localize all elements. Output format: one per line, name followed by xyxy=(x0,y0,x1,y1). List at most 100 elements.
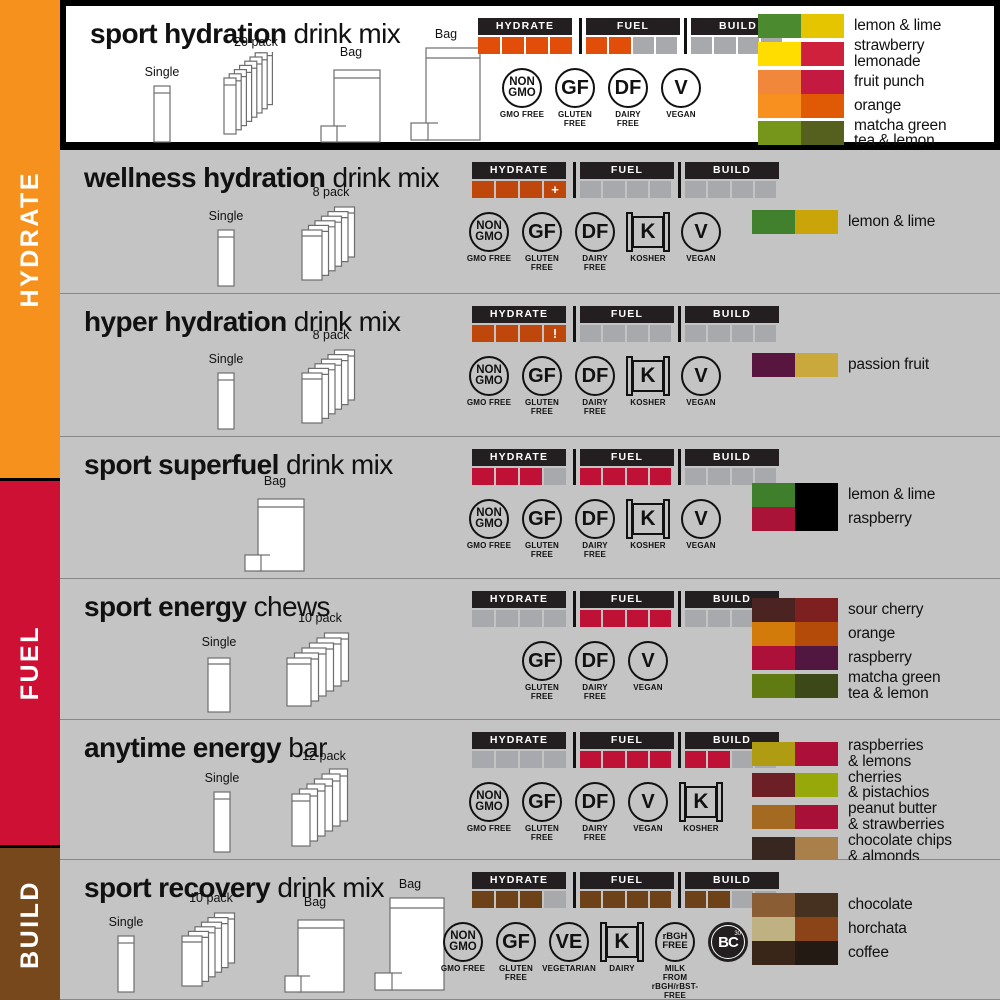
cert-caption: KOSHER xyxy=(630,254,666,263)
cert-badge[interactable]: BC 30 xyxy=(705,922,751,962)
product-row[interactable]: sport hydration drink mix Single 20 pack Ba… xyxy=(62,2,998,149)
flavor-label: sour cherry xyxy=(848,601,924,619)
flavor-swatch xyxy=(752,804,838,829)
certification-badges: GF GLUTEN FREE DF DAIRY FREE V VEGAN xyxy=(519,641,671,702)
product-name: anytime energy bar xyxy=(84,732,327,764)
cert-badge[interactable]: NON GMO GMO FREE xyxy=(466,356,512,408)
cert-badge[interactable]: NON GMO GMO FREE xyxy=(466,212,512,264)
matrix-cells-hydrate xyxy=(472,890,566,908)
package-illustration: 20 pack xyxy=(220,35,292,144)
cert-badge[interactable]: K KOSHER xyxy=(625,212,671,264)
benefit-matrix: HYDRATE FUEL BUILD xyxy=(478,18,785,54)
product-row[interactable]: hyper hydration drink mix Single 8 pack HYD… xyxy=(60,294,1000,437)
cert-badge[interactable]: NON GMO GMO FREE xyxy=(499,68,545,120)
product-name-light: drink mix xyxy=(293,306,401,337)
flavor-swatch xyxy=(752,646,838,670)
certification-badges: NON GMO GMO FREE GF GLUTEN FREE VE VEGETARIAN K… xyxy=(440,922,751,1000)
matrix-cells-build xyxy=(685,180,776,198)
cert-mark-gf-icon: GF xyxy=(522,212,562,252)
cert-badge[interactable]: NON GMO GMO FREE xyxy=(466,499,512,551)
flavor-row: lemon & lime xyxy=(752,483,935,507)
cert-badge[interactable]: NON GMO GMO FREE xyxy=(440,922,486,974)
package-illustration: 8 pack xyxy=(299,185,363,288)
package-illustration: Single xyxy=(202,635,236,714)
product-row[interactable]: anytime energy bar Single 12 pack HYDRATE FU… xyxy=(60,720,1000,864)
package-label: 20 pack xyxy=(234,35,278,49)
cert-badge[interactable]: GF GLUTEN FREE xyxy=(519,356,565,417)
swatch-left xyxy=(752,622,795,646)
package-lineup: Single 10 pack xyxy=(84,611,504,714)
cert-badge[interactable]: GF GLUTEN FREE xyxy=(519,782,565,843)
cert-badge[interactable]: NON GMO GMO FREE xyxy=(466,782,512,834)
cert-badge[interactable]: GF GLUTEN FREE xyxy=(519,641,565,702)
cert-badge[interactable]: DF DAIRY FREE xyxy=(572,782,618,843)
product-row[interactable]: sport energy chews Single 10 pack HYDRATE FU… xyxy=(60,579,1000,720)
matrix-cell-build xyxy=(685,324,707,342)
flavor-swatch xyxy=(758,41,844,66)
cert-badge[interactable]: V VEGAN xyxy=(678,212,724,264)
package-lineup: Single 8 pack xyxy=(84,328,504,431)
cert-caption: VEGAN xyxy=(686,398,716,407)
swatch-left xyxy=(758,69,801,94)
flavor-swatch xyxy=(752,210,838,234)
cert-badge[interactable]: K DAIRY xyxy=(599,922,645,974)
matrix-cell-fuel xyxy=(609,36,631,54)
package-illustration: Single xyxy=(205,771,239,854)
product-row[interactable]: sport superfuel drink mix Bag HYDRATE FUEL B… xyxy=(60,437,1000,579)
product-row[interactable]: wellness hydration drink mix Single 8 pack… xyxy=(60,150,1000,294)
cert-badge[interactable]: DF DAIRY FREE xyxy=(572,212,618,273)
flavor-label: lemon & lime xyxy=(848,486,936,504)
matrix-cell-hydrate xyxy=(550,36,572,54)
product-name-bold: sport recovery xyxy=(84,872,271,903)
product-name-light: chews xyxy=(253,591,331,622)
matrix-cell-hydrate: + xyxy=(544,180,566,198)
matrix-cell-build xyxy=(708,750,730,768)
cert-mark-v-icon: V xyxy=(628,782,668,822)
cert-badge[interactable]: DF DAIRY FREE xyxy=(572,641,618,702)
category-rail: HYDRATE FUEL BUILD xyxy=(0,0,60,1000)
package-label: Single xyxy=(204,771,240,785)
cert-badge[interactable]: GF GLUTEN FREE xyxy=(493,922,539,983)
cert-badge[interactable]: K KOSHER xyxy=(625,356,671,408)
cert-badge[interactable]: DF DAIRY FREE xyxy=(605,68,651,129)
rail-segment-fuel: FUEL xyxy=(0,481,60,845)
flavor-swatch xyxy=(758,121,844,146)
package-label: Single xyxy=(201,635,237,649)
package-label: Bag xyxy=(339,45,363,59)
flavor-label: cherries & pistachios xyxy=(848,768,930,802)
flavor-swatch xyxy=(752,893,838,917)
product-name: wellness hydration drink mix xyxy=(84,162,440,194)
flavor-label: matcha green tea & lemon xyxy=(854,116,947,150)
cert-badge[interactable]: V VEGAN xyxy=(678,356,724,408)
cert-badge[interactable]: K KOSHER xyxy=(625,499,671,551)
matrix-cell-fuel xyxy=(603,750,625,768)
flavor-label: orange xyxy=(854,96,902,114)
cert-badge[interactable]: GF GLUTEN FREE xyxy=(519,212,565,273)
package-illustration: 8 pack xyxy=(299,328,363,431)
cert-badge[interactable]: K KOSHER xyxy=(678,782,724,834)
matrix-cell-build xyxy=(685,750,707,768)
rail-segment-build: BUILD xyxy=(0,848,60,1000)
matrix-cells-fuel xyxy=(580,467,671,485)
product-name-bold: sport superfuel xyxy=(84,449,279,480)
matrix-cell-build xyxy=(731,890,753,908)
cert-badge[interactable]: GF GLUTEN FREE xyxy=(519,499,565,560)
cert-badge[interactable]: V VEGAN xyxy=(625,641,671,693)
flavor-list: sour cherry orange raspberry matcha green t… xyxy=(752,598,941,702)
cert-badge[interactable]: DF DAIRY FREE xyxy=(572,499,618,560)
cert-badge[interactable]: V VEGAN xyxy=(658,68,704,120)
product-row[interactable]: sport recovery drink mix Single 10 pack Bag… xyxy=(60,860,1000,1000)
cert-badge[interactable]: DF DAIRY FREE xyxy=(572,356,618,417)
matrix-group-build: BUILD xyxy=(678,449,779,485)
product-name-light: drink mix xyxy=(293,18,401,49)
cert-badge[interactable]: V VEGAN xyxy=(678,499,724,551)
matrix-cell-fuel xyxy=(603,890,625,908)
cert-mark-df-icon: DF xyxy=(608,68,648,108)
matrix-cells-fuel xyxy=(580,324,671,342)
product-name-bold: sport energy xyxy=(84,591,247,622)
cert-badge[interactable]: V VEGAN xyxy=(625,782,671,834)
swatch-left xyxy=(752,673,795,698)
cert-badge[interactable]: GF GLUTEN FREE xyxy=(552,68,598,129)
cert-badge[interactable]: VE VEGETARIAN xyxy=(542,922,596,974)
